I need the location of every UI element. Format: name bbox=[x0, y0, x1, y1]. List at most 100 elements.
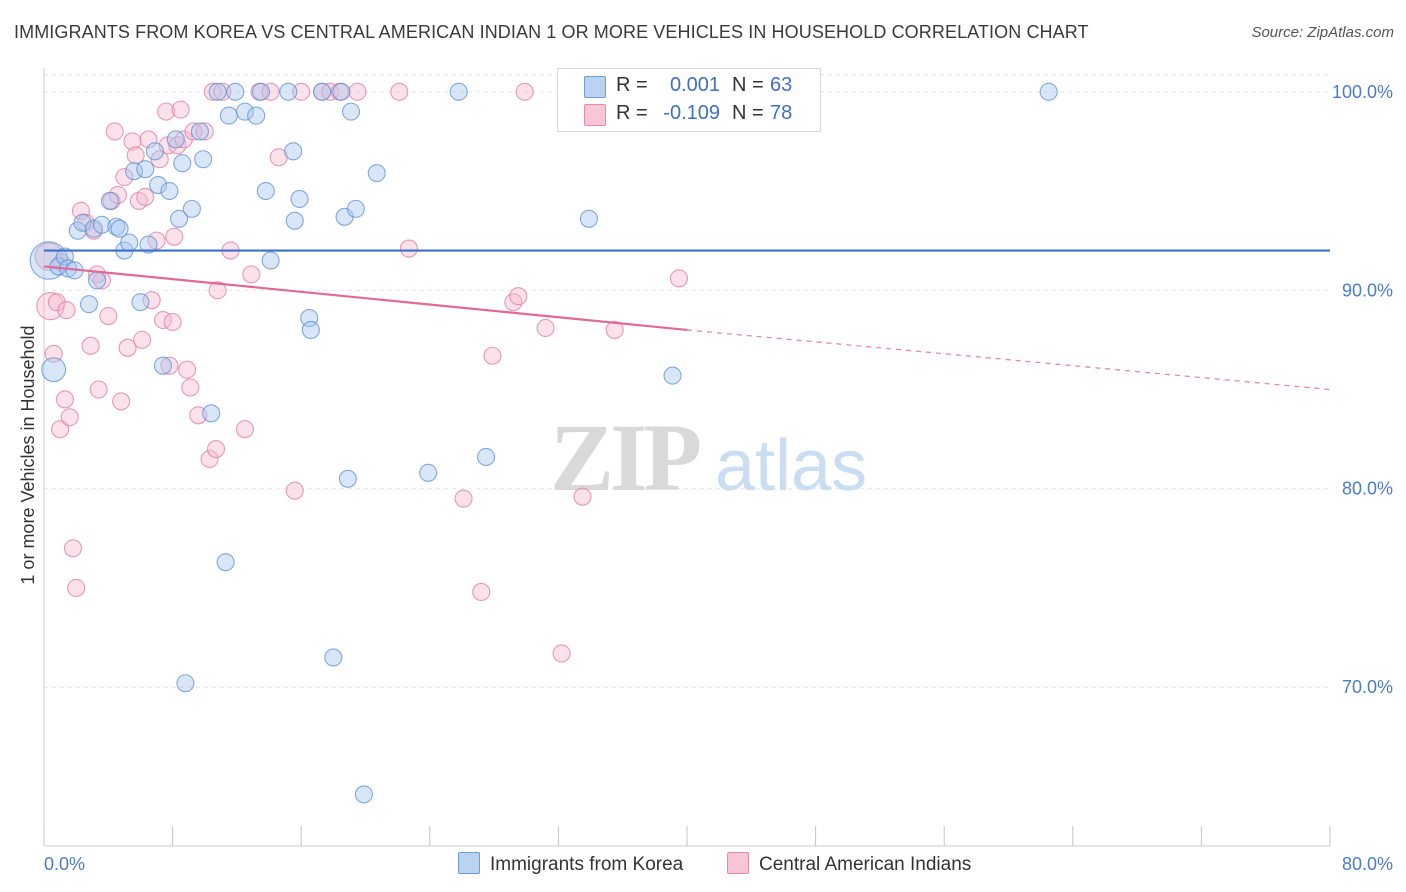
trend-lines bbox=[43, 249, 1331, 391]
point-central-american-indians bbox=[165, 227, 184, 246]
point-immigrants-from-korea bbox=[100, 191, 119, 210]
point-immigrants-from-korea bbox=[284, 142, 303, 161]
y-tick-label: 90.0% bbox=[1342, 280, 1393, 300]
point-central-american-indians bbox=[139, 130, 158, 149]
point-central-american-indians bbox=[483, 346, 502, 365]
point-central-american-indians bbox=[242, 265, 261, 284]
point-central-american-indians bbox=[99, 307, 118, 326]
point-immigrants-from-korea bbox=[176, 674, 195, 693]
point-central-american-indians bbox=[89, 380, 108, 399]
point-central-american-indians bbox=[157, 102, 176, 121]
point-central-american-indians bbox=[200, 449, 219, 469]
point-central-american-indians bbox=[454, 489, 473, 508]
legend-n-label: N = bbox=[732, 74, 764, 96]
series-immigrants-from-korea bbox=[29, 82, 1058, 804]
watermark: ZIP atlas bbox=[550, 404, 867, 511]
point-immigrants-from-korea bbox=[190, 122, 209, 141]
point-immigrants-from-korea bbox=[449, 82, 468, 101]
x-tick-label: 0.0% bbox=[44, 854, 85, 874]
tick-labels: 70.0% 80.0% 90.0% 100.0% 0.0% 80.0% bbox=[44, 82, 1393, 874]
point-immigrants-from-korea bbox=[136, 160, 155, 179]
point-immigrants-from-korea bbox=[55, 247, 74, 266]
legend-r-value: -0.109 bbox=[663, 102, 720, 124]
point-central-american-indians bbox=[261, 82, 280, 101]
point-central-american-indians bbox=[285, 481, 304, 500]
point-central-american-indians bbox=[136, 187, 155, 207]
point-immigrants-from-korea bbox=[301, 320, 320, 339]
legend-label-cai: Central American Indians bbox=[759, 854, 972, 875]
point-immigrants-from-korea bbox=[110, 219, 129, 238]
point-central-american-indians bbox=[81, 336, 100, 355]
point-immigrants-from-korea bbox=[73, 213, 92, 232]
point-central-american-indians bbox=[123, 132, 142, 151]
point-central-american-indians bbox=[181, 378, 200, 397]
watermark-atlas: atlas bbox=[715, 426, 867, 506]
legend-label-korea: Immigrants from Korea bbox=[490, 854, 684, 875]
point-central-american-indians bbox=[504, 293, 523, 312]
point-immigrants-from-korea bbox=[79, 295, 99, 314]
point-central-american-indians bbox=[206, 439, 226, 459]
point-immigrants-from-korea bbox=[324, 648, 343, 667]
point-central-american-indians bbox=[105, 122, 124, 141]
point-central-american-indians bbox=[348, 82, 367, 101]
point-central-american-indians bbox=[160, 356, 179, 375]
legend-swatch-cai bbox=[584, 104, 606, 126]
point-central-american-indians bbox=[292, 82, 311, 101]
legend-r-label: R = bbox=[616, 102, 648, 124]
point-immigrants-from-korea bbox=[139, 235, 158, 254]
point-immigrants-from-korea bbox=[226, 82, 245, 101]
y-tick-label: 70.0% bbox=[1342, 677, 1393, 697]
point-immigrants-from-korea bbox=[169, 209, 189, 228]
point-immigrants-from-korea bbox=[419, 463, 438, 482]
series-legend: Immigrants from Korea Central American I… bbox=[0, 852, 1406, 878]
point-immigrants-from-korea bbox=[120, 233, 139, 252]
point-immigrants-from-korea bbox=[261, 251, 280, 270]
stats-legend: R = 0.001 N = 63 R = -0.109 N = 78 bbox=[557, 68, 821, 132]
point-immigrants-from-korea bbox=[477, 447, 496, 467]
point-immigrants-from-korea bbox=[290, 189, 309, 209]
point-immigrants-from-korea bbox=[202, 404, 221, 423]
x-tick-label: 80.0% bbox=[1342, 854, 1393, 874]
y-tick-label: 80.0% bbox=[1342, 479, 1393, 499]
point-central-american-indians bbox=[605, 320, 624, 339]
point-central-american-indians bbox=[536, 318, 555, 338]
point-central-american-indians bbox=[515, 82, 534, 101]
point-central-american-indians bbox=[472, 582, 491, 601]
point-central-american-indians bbox=[178, 360, 197, 379]
point-immigrants-from-korea bbox=[145, 142, 164, 161]
point-immigrants-from-korea bbox=[256, 181, 275, 201]
point-central-american-indians bbox=[195, 122, 214, 141]
point-central-american-indians bbox=[55, 390, 74, 409]
point-immigrants-from-korea bbox=[367, 164, 386, 183]
point-central-american-indians bbox=[118, 338, 137, 357]
point-central-american-indians bbox=[203, 82, 222, 101]
point-central-american-indians bbox=[171, 100, 190, 119]
point-central-american-indians bbox=[126, 146, 145, 165]
point-central-american-indians bbox=[133, 330, 152, 349]
legend-n-value: 78 bbox=[770, 102, 793, 124]
point-immigrants-from-korea bbox=[332, 82, 351, 101]
point-central-american-indians bbox=[235, 420, 254, 439]
chart-source: Source: ZipAtlas.com bbox=[1251, 24, 1394, 41]
point-central-american-indians bbox=[509, 287, 528, 306]
legend-swatch-korea bbox=[458, 852, 480, 874]
point-immigrants-from-korea bbox=[279, 82, 298, 101]
point-central-american-indians bbox=[213, 82, 232, 101]
gridlines bbox=[44, 74, 1330, 688]
point-central-american-indians bbox=[67, 578, 86, 598]
point-immigrants-from-korea bbox=[285, 211, 304, 230]
point-central-american-indians bbox=[552, 644, 571, 663]
trend-line-cai bbox=[43, 265, 688, 332]
point-central-american-indians bbox=[399, 239, 418, 258]
point-immigrants-from-korea bbox=[251, 82, 271, 101]
point-central-american-indians bbox=[51, 420, 70, 439]
point-central-american-indians bbox=[669, 269, 689, 288]
legend-swatch-korea bbox=[584, 76, 606, 98]
legend-r-label: R = bbox=[616, 74, 648, 96]
point-central-american-indians bbox=[208, 281, 227, 300]
point-central-american-indians bbox=[57, 301, 76, 320]
trend-line-cai-extension bbox=[686, 329, 1331, 391]
point-central-american-indians bbox=[390, 82, 409, 101]
point-immigrants-from-korea bbox=[341, 102, 361, 121]
point-central-american-indians bbox=[115, 168, 134, 187]
